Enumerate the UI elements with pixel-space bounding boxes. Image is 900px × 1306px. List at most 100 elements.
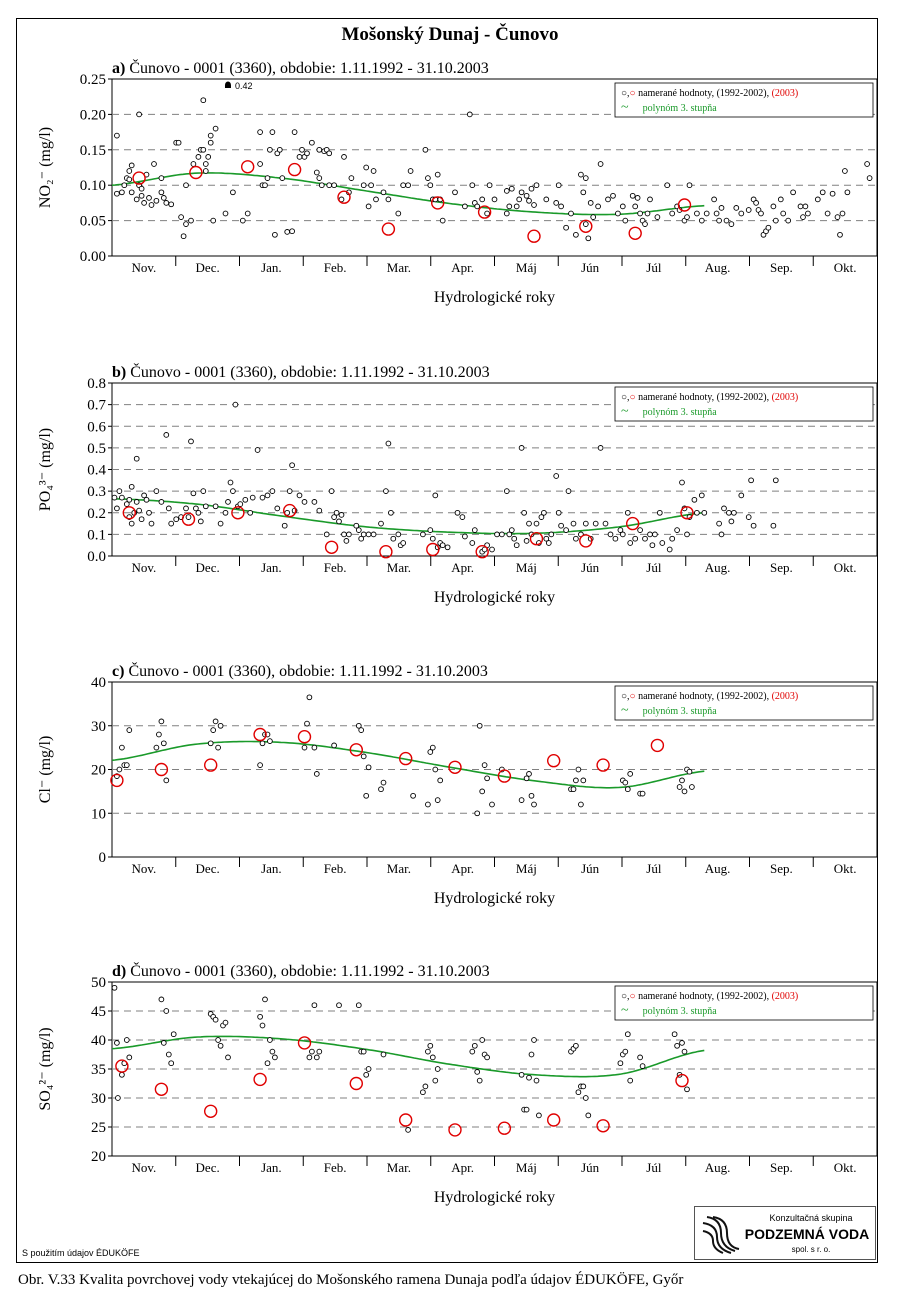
history-point <box>503 488 510 494</box>
history-point <box>114 190 120 197</box>
history-point <box>518 797 525 803</box>
history-point <box>523 1106 530 1113</box>
history-point <box>632 203 639 210</box>
page-title: Mošonský Dunaj - Čunovo <box>341 24 559 45</box>
history-point <box>254 447 261 453</box>
history-point <box>141 200 147 206</box>
history-point <box>190 490 197 497</box>
history-point <box>528 1051 535 1058</box>
history-point <box>538 514 545 520</box>
history-point <box>259 494 266 501</box>
history-point <box>123 762 130 768</box>
history-point <box>202 503 209 510</box>
x-tick-label: Máj <box>516 861 537 876</box>
history-point <box>652 531 658 538</box>
y-tick-label: 50 <box>91 975 106 991</box>
point-2003 <box>122 506 137 520</box>
point-2003 <box>189 165 203 180</box>
history-point <box>146 195 152 201</box>
history-point <box>126 176 133 183</box>
history-point <box>624 786 631 793</box>
x-tick-label: Máj <box>516 1160 537 1175</box>
y-tick-label: 40 <box>91 1033 106 1049</box>
history-point <box>311 499 318 505</box>
history-point <box>701 509 708 516</box>
history-point <box>395 210 402 217</box>
history-point <box>481 762 488 768</box>
history-point <box>432 1077 439 1084</box>
point-2003 <box>203 1104 218 1119</box>
panel-title: Čunovo - 0001 (3360), obdobie: 1.11.1992… <box>130 961 489 980</box>
history-point <box>237 501 244 507</box>
history-point <box>301 744 308 751</box>
history-point <box>346 531 352 538</box>
y-tick-label: 0.25 <box>80 72 106 88</box>
history-point <box>679 777 685 784</box>
legend-symbol-black: ○, <box>621 991 630 1002</box>
history-point <box>363 164 370 171</box>
history-point <box>212 1016 219 1023</box>
history-point <box>642 535 648 542</box>
history-point <box>627 540 634 546</box>
point-2003 <box>154 762 169 777</box>
x-tick-label: Jan. <box>261 1160 282 1175</box>
history-point <box>425 801 431 808</box>
y-tick-label: 40 <box>91 675 106 691</box>
legend-fit-symbol: ~ <box>621 703 629 718</box>
history-point <box>471 527 478 533</box>
history-point <box>580 189 587 196</box>
history-point <box>272 1054 278 1061</box>
point-2003 <box>675 1073 689 1088</box>
history-point <box>316 175 323 181</box>
history-point <box>698 492 705 499</box>
history-point <box>190 161 197 167</box>
history-point <box>244 210 251 217</box>
x-tick-label: Máj <box>516 260 537 275</box>
history-point <box>269 1048 276 1055</box>
history-point <box>506 531 513 538</box>
history-point <box>126 1054 133 1061</box>
history-point <box>185 514 192 520</box>
history-point <box>341 531 347 538</box>
history-point <box>711 196 717 203</box>
history-point <box>143 496 150 503</box>
history-point <box>306 1054 313 1061</box>
history-point <box>802 203 809 210</box>
legend-entry-measured: ○,○ namerané hodnoty, (1992-2002), (2003… <box>621 991 798 1002</box>
history-point <box>573 1042 579 1049</box>
figure-caption: Obr. V.33 Kvalita povrchovej vody vtekaj… <box>18 1272 684 1288</box>
history-point <box>395 531 402 538</box>
history-point <box>309 139 315 146</box>
history-point <box>128 520 135 527</box>
legend-fit-symbol: ~ <box>621 1003 629 1018</box>
history-point <box>311 744 318 751</box>
history-point <box>230 189 236 196</box>
x-tick-label: Mar. <box>387 560 411 575</box>
history-point <box>420 531 426 538</box>
x-tick-label: Sep. <box>770 560 793 575</box>
history-point <box>489 801 495 808</box>
history-point <box>212 125 219 132</box>
history-point <box>805 210 811 217</box>
x-tick-label: Dec. <box>196 1160 220 1175</box>
history-point <box>486 182 493 189</box>
history-point <box>429 744 436 751</box>
history-point <box>612 535 619 542</box>
y-tick-label: 45 <box>91 1004 106 1020</box>
history-point <box>136 111 142 118</box>
history-point <box>624 509 631 516</box>
history-point <box>689 784 695 790</box>
history-point <box>627 1077 634 1084</box>
history-point <box>405 182 411 189</box>
history-point <box>580 777 587 784</box>
history-point <box>666 546 673 553</box>
history-point <box>619 203 626 210</box>
history-point <box>333 509 340 516</box>
y-tick-label: 0.5 <box>87 441 106 457</box>
history-point <box>474 1069 481 1075</box>
history-point <box>289 462 295 469</box>
point-2003 <box>253 1072 267 1087</box>
history-point <box>716 217 722 224</box>
history-point <box>713 210 720 217</box>
history-point <box>543 196 550 203</box>
